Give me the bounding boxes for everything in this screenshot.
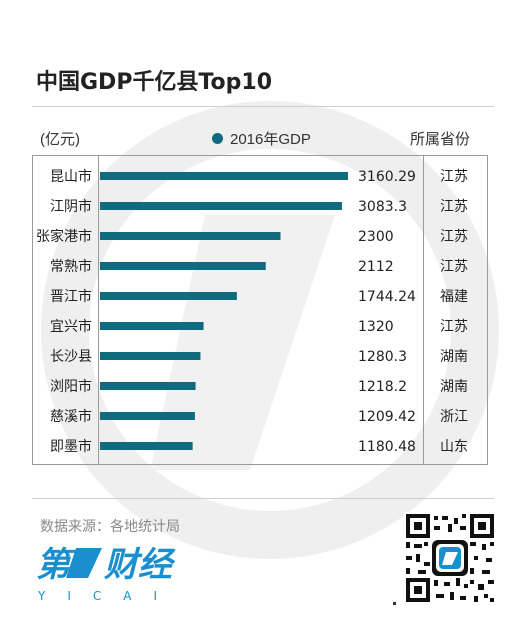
value-label: 1180.48 [358,439,416,455]
province-label: 山东 [440,439,468,455]
category-label: 江阴市 [50,198,92,215]
province-label: 湖南 [440,349,468,365]
bar [100,322,204,330]
bar [100,382,196,390]
province-label: 湖南 [440,379,468,395]
category-label: 昆山市 [50,168,92,185]
bar [100,292,237,300]
legend: 2016年GDP [212,128,311,149]
province-header: 所属省份 [410,131,471,148]
value-label: 2300 [358,229,394,245]
legend-dot-icon [212,133,223,144]
page-title: 中国GDP千亿县Top10 [36,70,273,95]
province-label: 江苏 [440,199,468,215]
legend-label: 2016年GDP [230,131,311,148]
category-label: 长沙县 [50,349,92,365]
province-label: 浙江 [440,409,468,425]
value-label: 3160.29 [358,169,416,185]
bar [100,202,342,210]
province-label: 江苏 [440,229,468,245]
title-rule [32,106,494,107]
category-label: 张家港市 [36,228,92,245]
source-note: 数据来源：各地统计局 [40,518,180,534]
bar [100,232,281,240]
category-label: 宜兴市 [50,318,92,335]
svg-text:第: 第 [36,545,76,585]
value-label: 1209.42 [358,409,416,425]
left-divider [98,155,99,465]
chart-frame [32,155,488,465]
svg-text:YICAI: YICAI [37,589,179,603]
category-label: 浏阳市 [50,378,92,395]
category-label: 慈溪市 [50,408,92,425]
bar [100,442,193,450]
value-label: 2112 [358,259,394,275]
province-label: 江苏 [440,169,468,185]
corner-dot [393,602,396,605]
value-label: 1320 [358,319,394,335]
category-label: 即墨市 [50,438,92,455]
province-label: 江苏 [440,259,468,275]
bar [100,172,348,180]
bar [100,352,201,360]
bar [100,262,266,270]
value-label: 1280.3 [358,349,407,365]
province-label: 江苏 [440,319,468,335]
right-divider [423,155,424,465]
value-label: 1218.2 [358,379,407,395]
value-label: 3083.3 [358,199,407,215]
yicai-logo: 第 财经 YICAI [36,545,179,603]
value-label: 1744.24 [358,289,416,305]
footer-rule [32,498,494,499]
category-label: 常熟市 [50,258,92,275]
province-label: 福建 [440,289,468,305]
unit-label: (亿元) [40,131,80,148]
category-label: 晋江市 [50,288,92,305]
bar [100,412,195,420]
qr-code-icon [404,512,496,604]
svg-text:财经: 财经 [104,545,176,585]
